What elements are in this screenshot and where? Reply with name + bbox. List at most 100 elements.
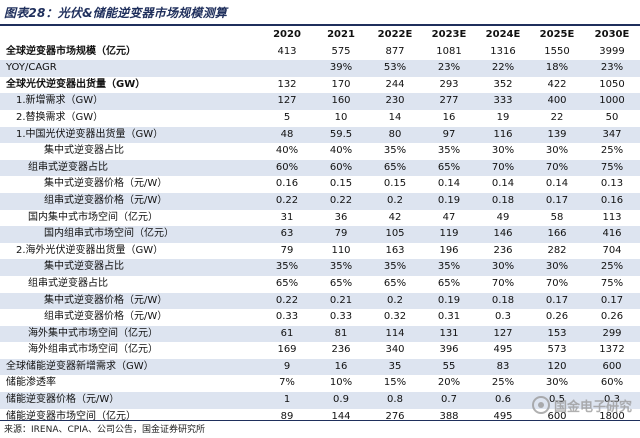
value-cell: 146	[493, 228, 513, 240]
value-cell: 23%	[437, 62, 461, 74]
table-row: 海外组串式市场空间（亿元） 169 236 340 396 495 573 1372	[0, 342, 640, 359]
value-cell: 0.7	[441, 394, 457, 406]
table-row: 组串式逆变器价格（元/W） 0.22 0.22 0.2 0.19 0.18 0.17 0.16	[0, 192, 640, 210]
value-cell: 396	[439, 344, 459, 356]
value-cell: 70%	[545, 161, 569, 173]
header-cell: 2025E	[539, 29, 575, 40]
row-label: 1.中国光伏逆变器出货量（GW）	[16, 128, 164, 140]
value-cell: 75%	[600, 277, 624, 289]
value-cell: 0.2	[387, 194, 403, 206]
row-label: 集中式逆变器占比	[44, 261, 124, 273]
row-label: 组串式逆变器占比	[28, 277, 108, 289]
value-cell: 0.14	[491, 178, 515, 190]
table-row: 储能渗透率 7% 10% 15% 20% 25% 30% 60%	[0, 375, 640, 392]
value-cell: 416	[602, 228, 622, 240]
value-cell: 160	[331, 95, 351, 107]
value-cell: 47	[442, 211, 456, 223]
row-label: 2.海外光伏逆变器出货量（GW）	[16, 244, 164, 256]
value-cell: 333	[493, 95, 513, 107]
value-cell: 0.19	[437, 294, 461, 306]
value-cell: 1800	[599, 410, 625, 422]
value-cell: 58	[550, 211, 564, 223]
value-cell: 0.3	[495, 311, 511, 323]
table-row: 1.中国光伏逆变器出货量（GW） 48 59.5 80 97 116 139 347	[0, 126, 640, 144]
value-cell: 1	[283, 394, 291, 406]
value-cell: 340	[385, 344, 405, 356]
value-cell: 196	[439, 244, 459, 256]
value-cell: 600	[547, 410, 567, 422]
table-row: YOY/CAGR 39% 53% 23% 22% 18% 23%	[0, 60, 640, 77]
row-label: 组串式逆变器价格（元/W）	[44, 311, 168, 323]
value-cell: 10%	[329, 377, 353, 389]
value-cell: 55	[442, 360, 456, 372]
value-cell: 0.32	[383, 311, 407, 323]
value-cell: 169	[277, 344, 297, 356]
value-cell: 0.13	[600, 178, 624, 190]
value-cell: 0.31	[437, 311, 461, 323]
value-cell: 0.26	[600, 311, 624, 323]
row-label: 海外集中式市场空间（亿元）	[28, 327, 158, 339]
value-cell: 48	[280, 128, 294, 140]
table-row: 组串式逆变器价格（元/W） 0.33 0.33 0.32 0.31 0.3 0.26 0.26	[0, 309, 640, 326]
value-cell: 30%	[545, 261, 569, 273]
title-divider	[0, 24, 640, 26]
figure-title: 图表28：光伏&储能逆变器市场规模测算	[4, 6, 227, 20]
value-cell: 0.26	[545, 311, 569, 323]
row-label: 国内组串式市场空间（亿元）	[44, 228, 174, 240]
header-cell: 2022E	[377, 29, 413, 40]
value-cell: 70%	[545, 277, 569, 289]
row-label: 2.替换需求（GW）	[16, 111, 104, 123]
table-row: 储能逆变器市场空间（亿元） 89 144 276 388 495 600 1800	[0, 409, 640, 426]
table-row: 储能逆变器价格（元/W） 1 0.9 0.8 0.7 0.6 0.5 0.3	[0, 392, 640, 409]
value-cell: 16	[334, 360, 348, 372]
value-cell: 79	[334, 228, 348, 240]
value-cell: 65%	[329, 277, 353, 289]
value-cell: 127	[277, 95, 297, 107]
table-row: 1.新增需求（GW） 127 160 230 277 333 400 1000	[0, 93, 640, 110]
value-cell: 5	[283, 111, 291, 123]
value-cell: 35%	[437, 145, 461, 157]
value-cell: 1081	[436, 45, 462, 57]
value-cell: 20%	[437, 377, 461, 389]
row-label: 全球光伏逆变器出货量（GW）	[6, 78, 146, 90]
value-cell: 400	[547, 95, 567, 107]
value-cell: 65%	[383, 277, 407, 289]
value-cell: 70%	[491, 277, 515, 289]
value-cell: 495	[493, 410, 513, 422]
header-row: 2020 2021 2022E 2023E 2024E 2025E 2030E	[0, 27, 640, 44]
value-cell: 236	[493, 244, 513, 256]
value-cell: 61	[280, 327, 294, 339]
value-cell: 10	[334, 111, 348, 123]
row-label: 储能逆变器价格（元/W）	[6, 394, 120, 406]
value-cell: 83	[496, 360, 510, 372]
value-cell: 60%	[329, 161, 353, 173]
value-cell: 388	[439, 410, 459, 422]
table-row: 国内组串式市场空间（亿元） 63 79 105 119 146 166 416	[0, 226, 640, 243]
value-cell: 80	[388, 128, 402, 140]
value-cell: 0.9	[333, 394, 349, 406]
value-cell: 7%	[279, 377, 295, 389]
value-cell: 119	[439, 228, 459, 240]
value-cell: 0.2	[387, 294, 403, 306]
table-row: 组串式逆变器占比 65% 65% 65% 65% 70% 70% 75%	[0, 276, 640, 293]
value-cell: 0.17	[545, 294, 569, 306]
value-cell: 282	[547, 244, 567, 256]
value-cell: 22%	[491, 62, 515, 74]
bottom-divider	[0, 420, 640, 421]
value-cell: 131	[439, 327, 459, 339]
value-cell: 25%	[600, 145, 624, 157]
row-label: 集中式逆变器占比	[44, 145, 124, 157]
value-cell: 0.8	[387, 394, 403, 406]
value-cell: 573	[547, 344, 567, 356]
value-cell: 0.14	[545, 178, 569, 190]
value-cell: 40%	[329, 145, 353, 157]
value-cell: 120	[547, 360, 567, 372]
value-cell: 70%	[491, 161, 515, 173]
value-cell: 15%	[383, 377, 407, 389]
row-label: YOY/CAGR	[6, 62, 57, 74]
value-cell: 116	[493, 128, 513, 140]
table-row: 全球光伏逆变器出货量（GW） 132 170 244 293 352 422 1050	[0, 77, 640, 94]
value-cell: 31	[280, 211, 294, 223]
value-cell: 30%	[491, 145, 515, 157]
value-cell: 0.22	[275, 294, 299, 306]
